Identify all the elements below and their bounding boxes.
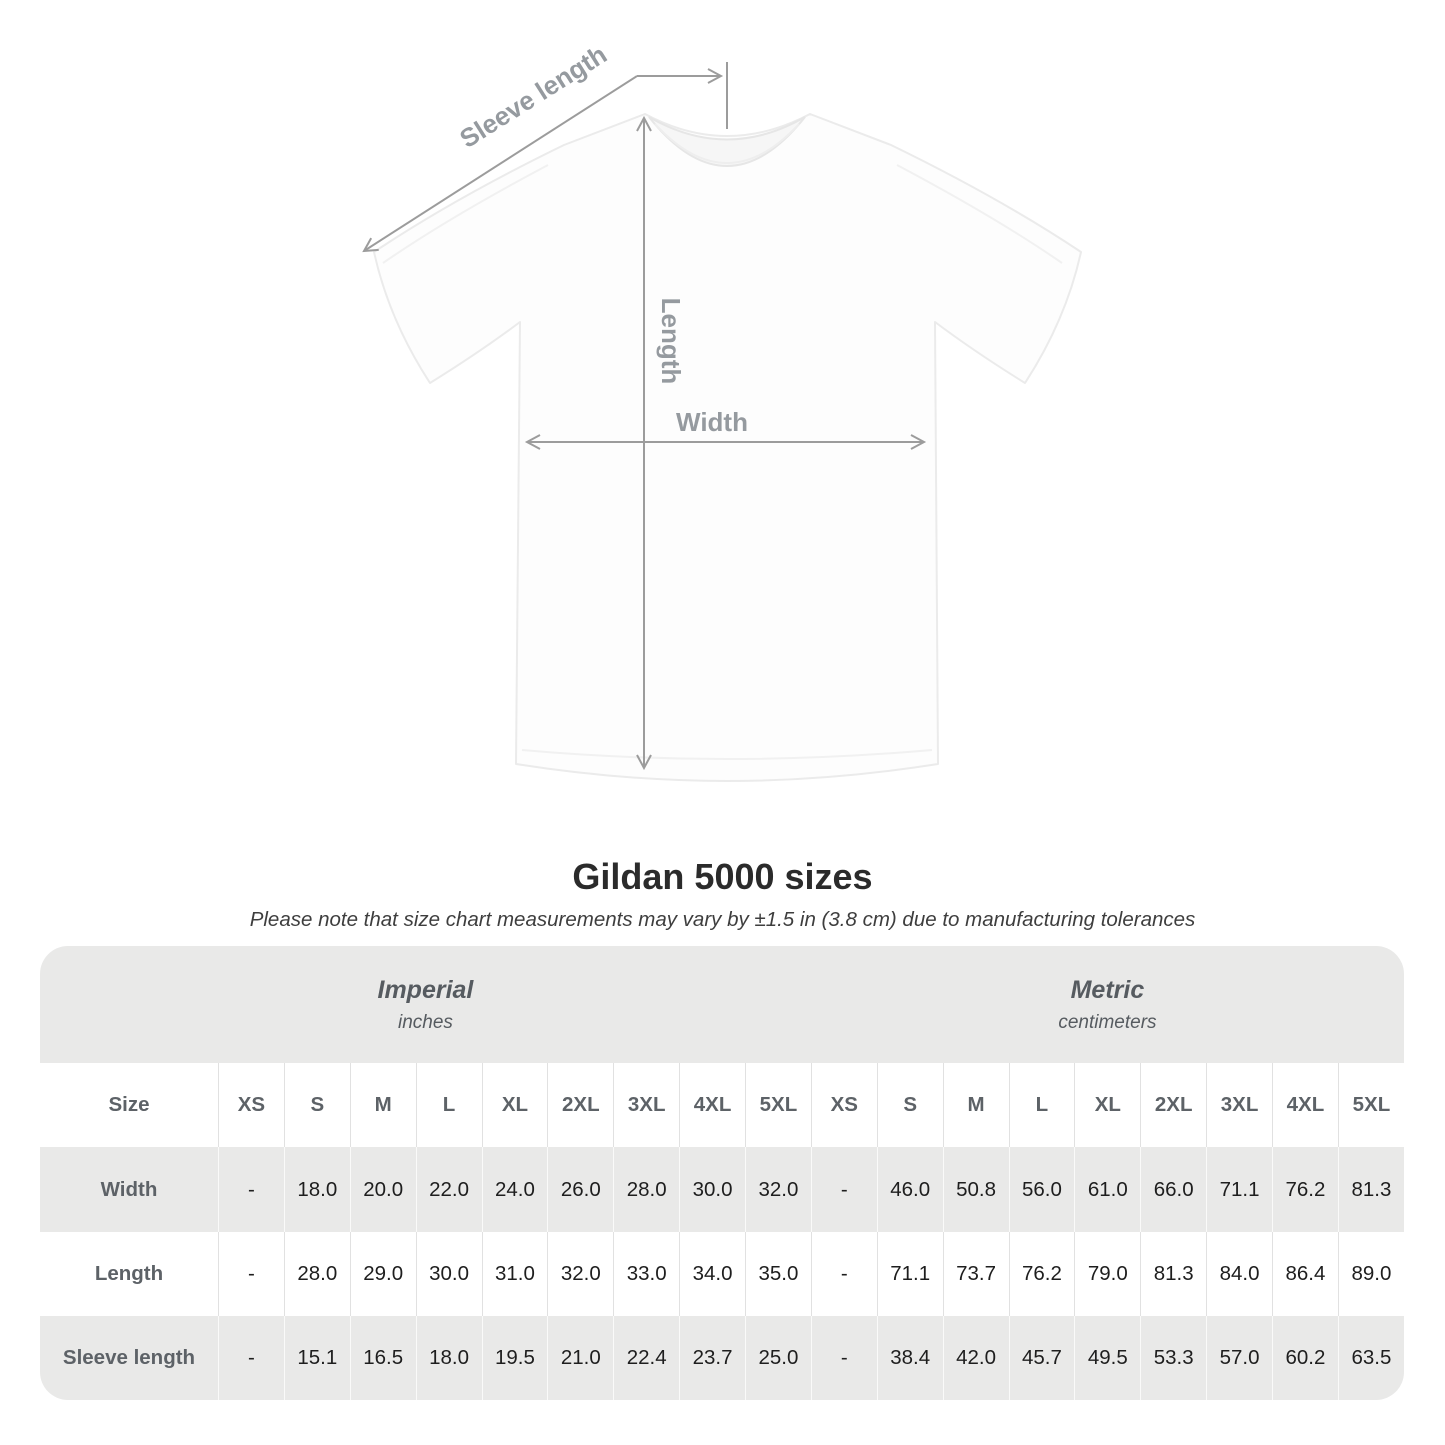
size-header-cell: 2XL	[547, 1063, 614, 1147]
size-header-row: Size XS S M L XL 2XL 3XL 4XL 5XL XS S M …	[40, 1063, 1404, 1147]
value-cell: 49.5	[1074, 1316, 1141, 1400]
value-cell: 30.0	[679, 1147, 745, 1232]
size-header-cell: L	[1008, 1063, 1075, 1147]
imperial-group-unit: inches	[397, 1011, 453, 1033]
size-header-cell: 5XL	[745, 1063, 811, 1147]
value-cell: -	[810, 1316, 877, 1400]
value-cell: 86.4	[1272, 1232, 1338, 1316]
tolerance-note: Please note that size chart measurements…	[249, 908, 1196, 931]
value-cell: 45.7	[1008, 1316, 1075, 1400]
value-cell: 63.5	[1337, 1316, 1404, 1400]
value-cell: 53.3	[1140, 1316, 1207, 1400]
size-header-cell: S	[283, 1063, 350, 1147]
size-header-cell: 2XL	[1140, 1063, 1207, 1147]
corner-header-cell: Size	[40, 1063, 218, 1147]
value-cell: 73.7	[942, 1232, 1009, 1316]
metric-group-header: Metric centimeters	[810, 946, 1404, 1063]
length-row: Length - 28.0 29.0 30.0 31.0 32.0 33.0 3…	[40, 1232, 1404, 1316]
value-cell: 42.0	[942, 1316, 1009, 1400]
value-cell: 38.4	[876, 1316, 943, 1400]
tshirt-graphic	[373, 113, 1082, 782]
size-header-cell: M	[349, 1063, 416, 1147]
value-cell: 25.0	[745, 1316, 811, 1400]
value-cell: 31.0	[481, 1232, 548, 1316]
size-table: Imperial inches Metric centimeters Size …	[40, 946, 1404, 1400]
size-header-cell: 3XL	[1206, 1063, 1272, 1147]
value-cell: 32.0	[547, 1232, 614, 1316]
width-row: Width - 18.0 20.0 22.0 24.0 26.0 28.0 30…	[40, 1147, 1404, 1232]
value-cell: -	[810, 1147, 877, 1232]
value-cell: 81.3	[1140, 1232, 1207, 1316]
page-title: Gildan 5000 sizes	[572, 856, 873, 897]
size-table-grid: Imperial inches Metric centimeters Size …	[40, 946, 1404, 1400]
value-cell: 76.2	[1008, 1232, 1075, 1316]
value-cell: 26.0	[547, 1147, 614, 1232]
value-cell: 15.1	[283, 1316, 350, 1400]
value-cell: 46.0	[876, 1147, 943, 1232]
size-header-cell: 5XL	[1337, 1063, 1404, 1147]
value-cell: -	[810, 1232, 877, 1316]
imperial-group-header: Imperial inches	[40, 946, 811, 1063]
size-header-cell: 4XL	[679, 1063, 745, 1147]
value-cell: 71.1	[876, 1232, 943, 1316]
length-label: Length	[656, 298, 686, 385]
value-cell: 35.0	[745, 1232, 811, 1316]
value-cell: 60.2	[1272, 1316, 1338, 1400]
imperial-group-label: Imperial	[377, 975, 474, 1004]
value-cell: 18.0	[283, 1147, 350, 1232]
metric-group-label: Metric	[1070, 975, 1145, 1004]
metric-group-unit: centimeters	[1058, 1011, 1157, 1033]
value-cell: 56.0	[1008, 1147, 1075, 1232]
size-header-cell: XL	[1074, 1063, 1141, 1147]
value-cell: 28.0	[613, 1147, 680, 1232]
sleeve-length-arrow	[362, 75, 638, 253]
unit-group-row: Imperial inches Metric centimeters	[40, 946, 1404, 1063]
size-header-cell: 4XL	[1272, 1063, 1338, 1147]
value-cell: -	[218, 1232, 284, 1316]
sleeve-length-row: Sleeve length - 15.1 16.5 18.0 19.5 21.0…	[40, 1316, 1404, 1400]
width-label: Width	[676, 407, 748, 437]
value-cell: 89.0	[1337, 1232, 1404, 1316]
value-cell: 18.0	[415, 1316, 482, 1400]
value-cell: 84.0	[1206, 1232, 1272, 1316]
value-cell: 34.0	[679, 1232, 745, 1316]
value-cell: 61.0	[1074, 1147, 1141, 1232]
value-cell: 50.8	[942, 1147, 1009, 1232]
size-header-cell: XS	[810, 1063, 877, 1147]
value-cell: 79.0	[1074, 1232, 1141, 1316]
value-cell: 16.5	[349, 1316, 416, 1400]
value-cell: -	[218, 1316, 284, 1400]
size-header-cell: XL	[481, 1063, 548, 1147]
value-cell: 21.0	[547, 1316, 614, 1400]
value-cell: 30.0	[415, 1232, 482, 1316]
value-cell: 32.0	[745, 1147, 811, 1232]
size-header-cell: S	[876, 1063, 943, 1147]
value-cell: 19.5	[481, 1316, 548, 1400]
row-label-cell: Width	[40, 1147, 218, 1232]
value-cell: 22.4	[613, 1316, 680, 1400]
value-cell: 29.0	[349, 1232, 416, 1316]
value-cell: 33.0	[613, 1232, 680, 1316]
value-cell: 57.0	[1206, 1316, 1272, 1400]
value-cell: 24.0	[481, 1147, 548, 1232]
size-header-cell: XS	[218, 1063, 284, 1147]
value-cell: 22.0	[415, 1147, 482, 1232]
value-cell: -	[218, 1147, 284, 1232]
row-label-cell: Length	[40, 1232, 218, 1316]
value-cell: 81.3	[1337, 1147, 1404, 1232]
size-header-cell: L	[415, 1063, 482, 1147]
value-cell: 20.0	[349, 1147, 416, 1232]
value-cell: 66.0	[1140, 1147, 1207, 1232]
value-cell: 76.2	[1272, 1147, 1338, 1232]
size-header-cell: M	[942, 1063, 1009, 1147]
row-label-cell: Sleeve length	[40, 1316, 218, 1400]
size-header-cell: 3XL	[613, 1063, 680, 1147]
value-cell: 71.1	[1206, 1147, 1272, 1232]
value-cell: 28.0	[283, 1232, 350, 1316]
value-cell: 23.7	[679, 1316, 745, 1400]
tshirt-measurement-diagram: Sleeve length Length Width	[362, 39, 1082, 782]
